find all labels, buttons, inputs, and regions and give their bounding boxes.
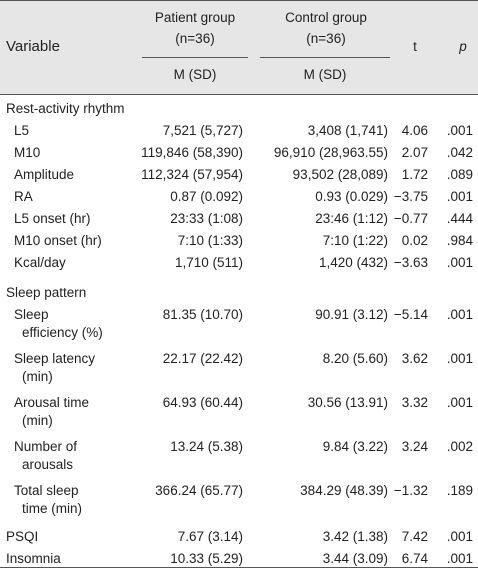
patient-value: 13.24 (5.38) — [170, 439, 243, 454]
control-value: 384.29 (48.39) — [300, 483, 388, 498]
t-value: −0.77 — [393, 211, 428, 226]
header-patient-stat: M (SD) — [173, 67, 217, 82]
patient-value: 0.87 (0.092) — [170, 189, 243, 204]
control-value: 3,408 (1,741) — [307, 123, 388, 138]
patient-value: 366.24 (65.77) — [155, 483, 243, 498]
row-label: L5 — [14, 123, 30, 138]
patient-header-rule — [142, 57, 248, 58]
row-label-continued: (min) — [22, 413, 53, 428]
patient-value: 1,710 (511) — [174, 255, 243, 270]
header-p: p — [459, 39, 467, 54]
row-label: RA — [14, 189, 33, 204]
header-patient-n: (n=36) — [175, 31, 215, 46]
t-value: 2.07 — [401, 145, 428, 160]
t-value: 3.24 — [401, 439, 428, 454]
row-label: PSQI — [6, 529, 39, 544]
control-value: 8.20 (5.60) — [322, 351, 388, 366]
header-control-n: (n=36) — [306, 31, 346, 46]
t-value: 7.42 — [401, 529, 428, 544]
control-value: 3.42 (1.38) — [322, 529, 388, 544]
control-value: 0.93 (0.029) — [315, 189, 388, 204]
bottom-rule — [0, 567, 478, 568]
p-value: .001 — [446, 529, 473, 544]
row-label-continued: efficiency (%) — [22, 325, 103, 340]
row-label: M10 onset (hr) — [14, 233, 102, 248]
p-value: .001 — [446, 123, 473, 138]
control-value: 96,910 (28,963.55) — [273, 145, 388, 160]
row-label: Amplitude — [14, 167, 75, 182]
p-value: .001 — [446, 189, 473, 204]
patient-value: 7:10 (1:33) — [177, 233, 243, 248]
row-label: M10 — [14, 145, 41, 160]
p-value: .001 — [446, 307, 473, 322]
p-value: .001 — [446, 395, 473, 410]
row-label: Number of — [14, 439, 78, 454]
row-label: Sleep — [14, 307, 49, 322]
row-label-continued: arousals — [22, 457, 74, 472]
control-value: 3.44 (3.09) — [322, 551, 388, 566]
t-value: 3.32 — [401, 395, 428, 410]
p-value: .001 — [446, 351, 473, 366]
row-label: Total sleep — [14, 483, 79, 498]
patient-value: 81.35 (10.70) — [162, 307, 243, 322]
control-value: 7:10 (1:22) — [322, 233, 388, 248]
t-value: 0.02 — [401, 233, 428, 248]
patient-value: 7,521 (5,727) — [162, 123, 243, 138]
row-label-continued: (min) — [22, 369, 53, 384]
t-value: −1.32 — [393, 483, 428, 498]
p-value: .042 — [446, 145, 473, 160]
t-value: 6.74 — [401, 551, 428, 566]
p-value: .001 — [446, 551, 473, 566]
control-value: 90.91 (3.12) — [315, 307, 388, 322]
header-control-stat: M (SD) — [303, 67, 347, 82]
patient-value: 22.17 (22.42) — [162, 351, 243, 366]
row-label: Insomnia — [6, 551, 61, 566]
row-label: Sleep latency — [14, 351, 96, 366]
control-value: 93,502 (28,089) — [292, 167, 388, 182]
header-control-group: Control group — [285, 10, 367, 25]
row-label: L5 onset (hr) — [14, 211, 91, 226]
p-value: .444 — [446, 211, 473, 226]
control-value: 9.84 (3.22) — [322, 439, 388, 454]
header-patient-group: Patient group — [154, 10, 236, 25]
p-value: .001 — [446, 255, 473, 270]
p-value: .984 — [446, 233, 473, 248]
row-label: Kcal/day — [14, 255, 66, 270]
row-label-continued: time (min) — [22, 501, 82, 516]
t-value: 1.72 — [401, 167, 428, 182]
patient-value: 10.33 (5.29) — [170, 551, 243, 566]
table-header — [0, 0, 478, 95]
patient-value: 7.67 (3.14) — [177, 529, 243, 544]
section-title: Sleep pattern — [6, 285, 87, 300]
control-value: 30.56 (13.91) — [307, 395, 388, 410]
patient-value: 112,324 (57,954) — [141, 167, 243, 182]
t-value: 4.06 — [401, 123, 428, 138]
t-value: −5.14 — [393, 307, 428, 322]
patient-value: 119,846 (58,390) — [141, 145, 243, 160]
header-variable: Variable — [6, 38, 60, 55]
t-value: −3.75 — [393, 189, 428, 204]
patient-value: 23:33 (1:08) — [170, 211, 243, 226]
p-value: .002 — [446, 439, 473, 454]
patient-value: 64.93 (60.44) — [162, 395, 243, 410]
control-header-rule — [260, 57, 390, 58]
control-value: 23:46 (1:12) — [315, 211, 388, 226]
section-title: Rest-activity rhythm — [6, 101, 125, 116]
p-value: .089 — [446, 167, 473, 182]
t-value: −3.63 — [393, 255, 428, 270]
t-value: 3.62 — [401, 351, 428, 366]
row-label: Arousal time — [14, 395, 90, 410]
header-t: t — [413, 39, 417, 54]
control-value: 1,420 (432) — [318, 255, 388, 270]
p-value: .189 — [446, 483, 473, 498]
